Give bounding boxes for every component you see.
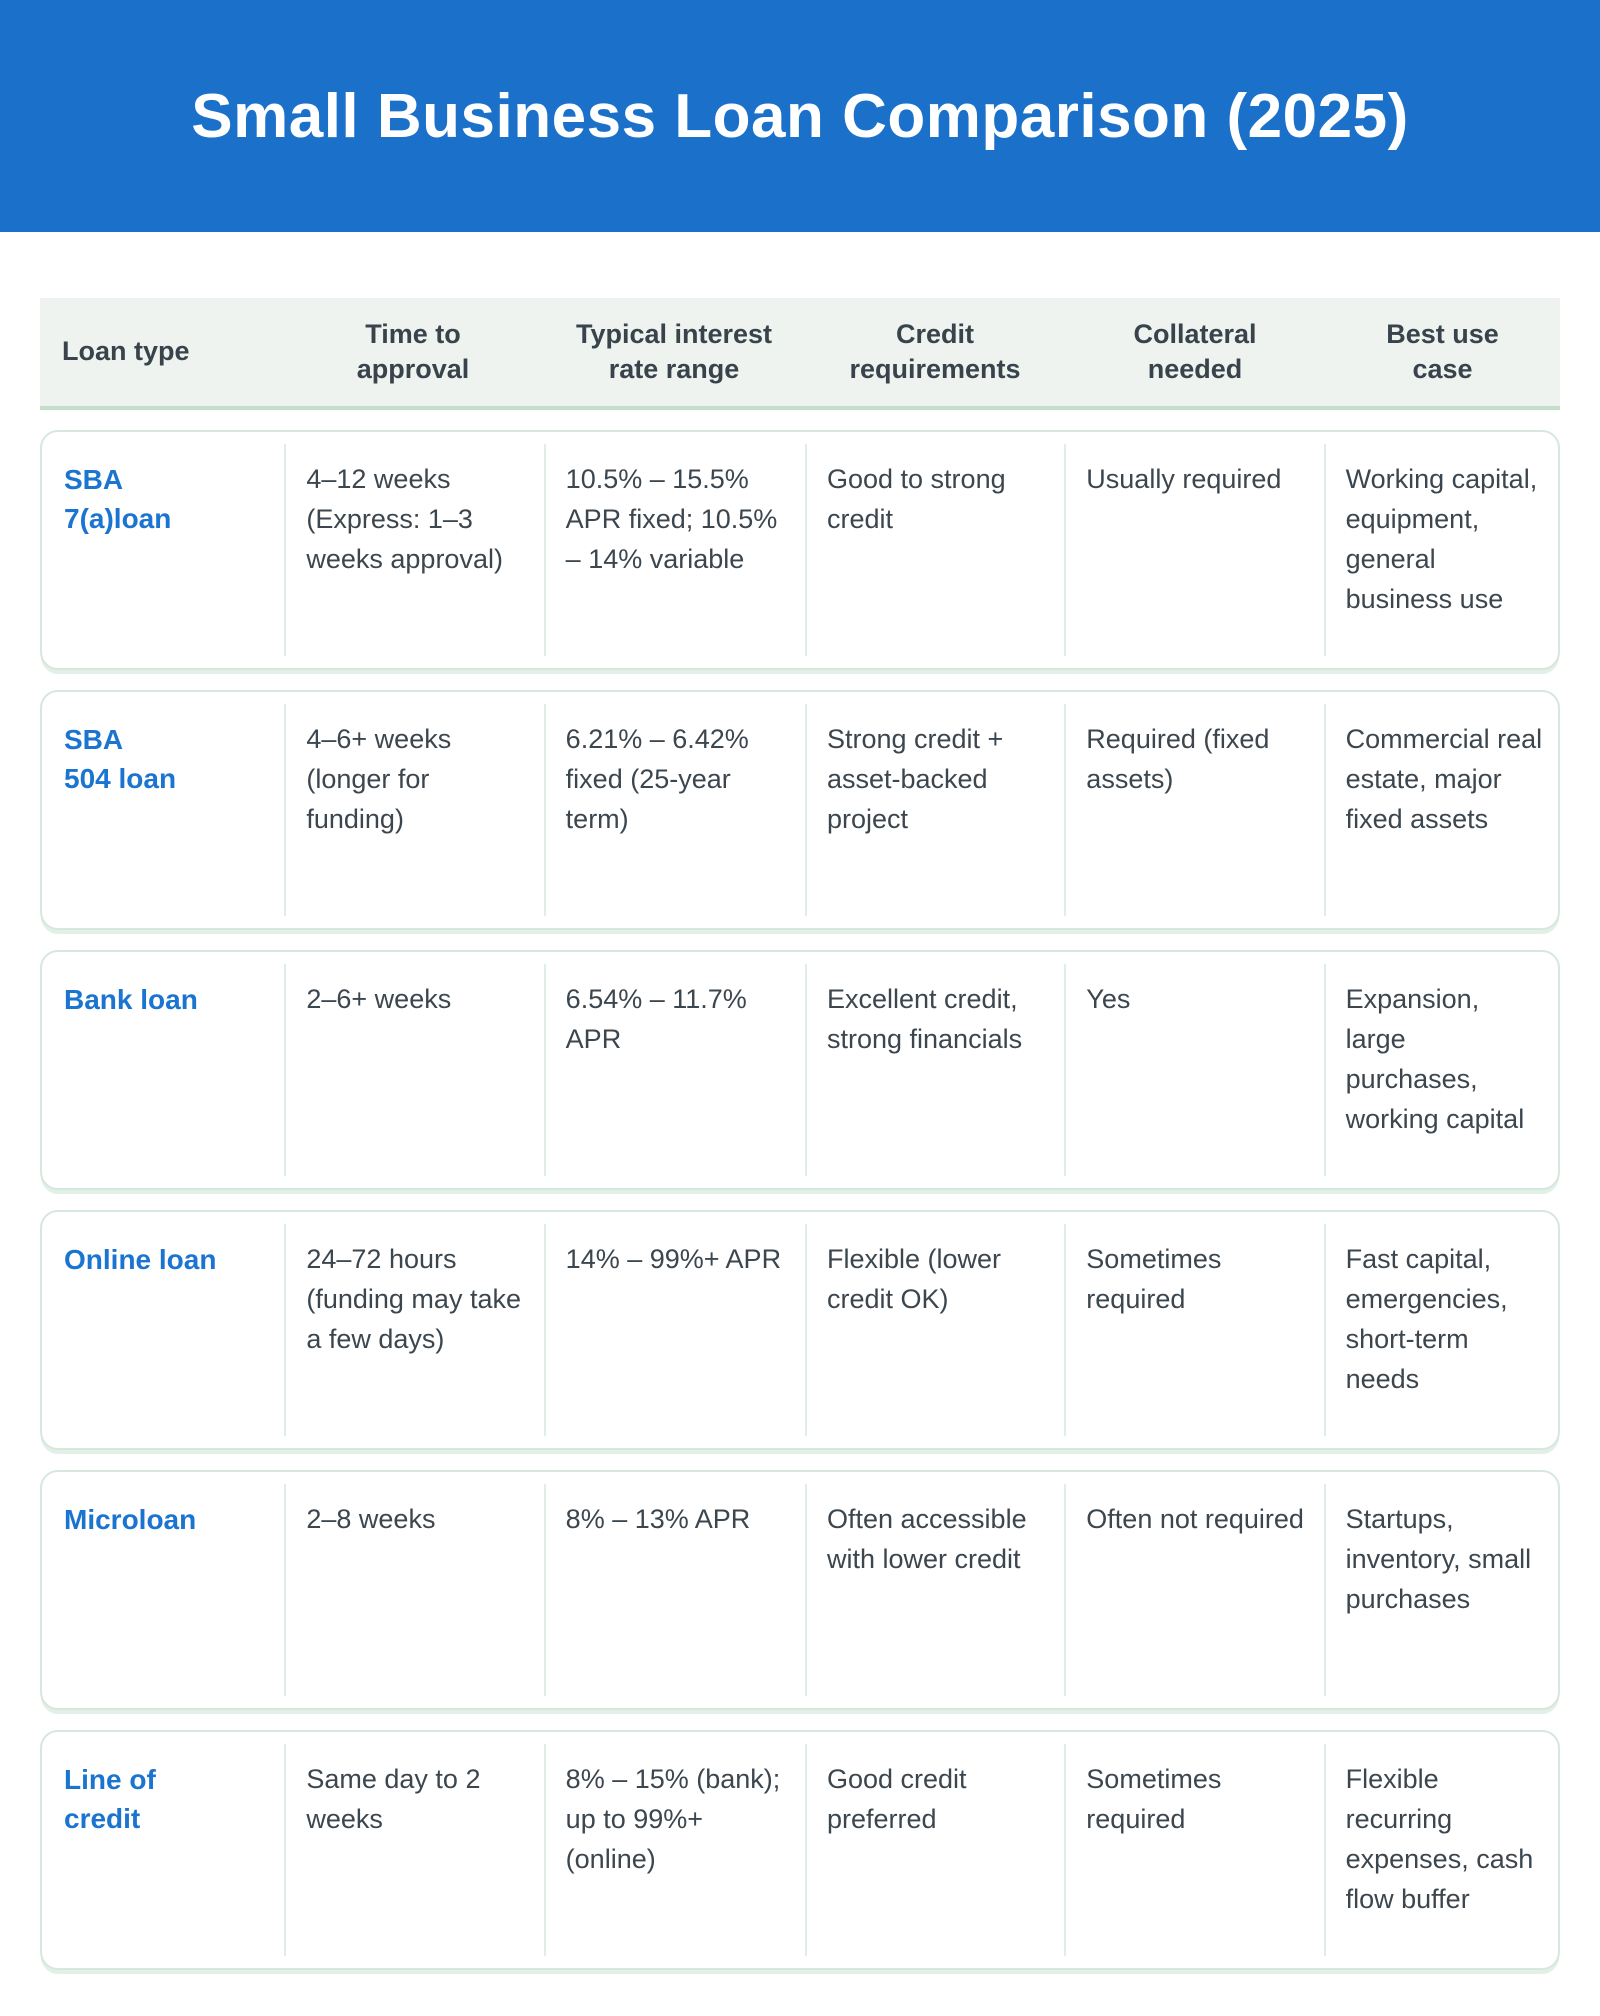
best-use-case-cell: Expansion, large purchases, working capi… [1323, 952, 1558, 1188]
collateral-needed-cell: Sometimes required [1064, 1212, 1323, 1448]
credit-requirements-cell: Often accessible with lower credit [804, 1472, 1064, 1708]
interest-rate-cell: 8% – 13% APR [543, 1472, 805, 1708]
collateral-needed-cell: Usually required [1064, 432, 1323, 668]
column-header-time-to-approval: Time to approval [356, 318, 470, 384]
credit-requirements-cell: Strong credit + asset-backed project [804, 692, 1064, 928]
table-row: SBA 7(a)loan 4–12 weeks (Express: 1–3 we… [40, 430, 1560, 670]
credit-requirements-cell: Good to strong credit [804, 432, 1064, 668]
collateral-needed-cell: Sometimes required [1064, 1732, 1323, 1968]
collateral-needed-cell: Required (fixed assets) [1064, 692, 1323, 928]
best-use-case-cell: Flexible recurring expenses, cash flow b… [1323, 1732, 1558, 1968]
credit-requirements-cell: Excellent credit, strong financials [804, 952, 1064, 1188]
credit-requirements-cell: Flexible (lower credit OK) [804, 1212, 1064, 1448]
column-header-interest-rate-range: Typical interest rate range [575, 318, 773, 384]
loan-type-cell: Online loan [64, 1244, 217, 1275]
table-row: Bank loan 2–6+ weeks 6.54% – 11.7% APR E… [40, 950, 1560, 1190]
collateral-needed-cell: Often not required [1064, 1472, 1323, 1708]
credit-requirements-cell: Good credit preferred [804, 1732, 1064, 1968]
table-row: Line of credit Same day to 2 weeks 8% – … [40, 1730, 1560, 1970]
column-header-loan-type: Loan type [62, 336, 190, 367]
column-header-credit-requirements: Credit requirements [849, 318, 1021, 384]
loan-type-cell: Microloan [64, 1504, 197, 1535]
loan-type-cell: SBA 504 loan [64, 724, 177, 795]
time-to-approval-cell: 4–12 weeks (Express: 1–3 weeks approval) [284, 432, 543, 668]
interest-rate-cell: 6.21% – 6.42% fixed (25-year term) [543, 692, 805, 928]
time-to-approval-cell: 2–6+ weeks [284, 952, 543, 1188]
table-row: SBA 504 loan 4–6+ weeks (longer for fund… [40, 690, 1560, 930]
best-use-case-cell: Fast capital, emergencies, short-term ne… [1323, 1212, 1558, 1448]
interest-rate-cell: 8% – 15% (bank); up to 99%+ (online) [543, 1732, 805, 1968]
best-use-case-cell: Working capital, equipment, general busi… [1323, 432, 1558, 668]
time-to-approval-cell: 4–6+ weeks (longer for funding) [284, 692, 543, 928]
loan-type-cell: SBA 7(a)loan [64, 464, 172, 535]
page: Small Business Loan Comparison (2025) Lo… [0, 0, 1600, 1970]
table-row: Online loan 24–72 hours (funding may tak… [40, 1210, 1560, 1450]
interest-rate-cell: 10.5% – 15.5% APR fixed; 10.5% – 14% var… [543, 432, 805, 668]
interest-rate-cell: 14% – 99%+ APR [543, 1212, 805, 1448]
best-use-case-cell: Startups, inventory, small purchases [1323, 1472, 1558, 1708]
interest-rate-cell: 6.54% – 11.7% APR [543, 952, 805, 1188]
loan-type-cell: Bank loan [64, 984, 198, 1015]
page-title: Small Business Loan Comparison (2025) [191, 81, 1409, 151]
loan-type-cell: Line of credit [64, 1764, 156, 1835]
page-header: Small Business Loan Comparison (2025) [0, 0, 1600, 232]
time-to-approval-cell: 2–8 weeks [284, 1472, 543, 1708]
time-to-approval-cell: Same day to 2 weeks [284, 1732, 543, 1968]
column-header-collateral-needed: Collateral needed [1133, 318, 1257, 384]
time-to-approval-cell: 24–72 hours (funding may take a few days… [284, 1212, 543, 1448]
collateral-needed-cell: Yes [1064, 952, 1323, 1188]
table-header-row: Loan type Time to approval Typical inter… [40, 298, 1560, 410]
loan-comparison-table: Loan type Time to approval Typical inter… [40, 298, 1560, 1970]
column-header-best-use-case: Best use case [1386, 318, 1499, 384]
table-row: Microloan 2–8 weeks 8% – 13% APR Often a… [40, 1470, 1560, 1710]
best-use-case-cell: Commercial real estate, major fixed asse… [1323, 692, 1558, 928]
